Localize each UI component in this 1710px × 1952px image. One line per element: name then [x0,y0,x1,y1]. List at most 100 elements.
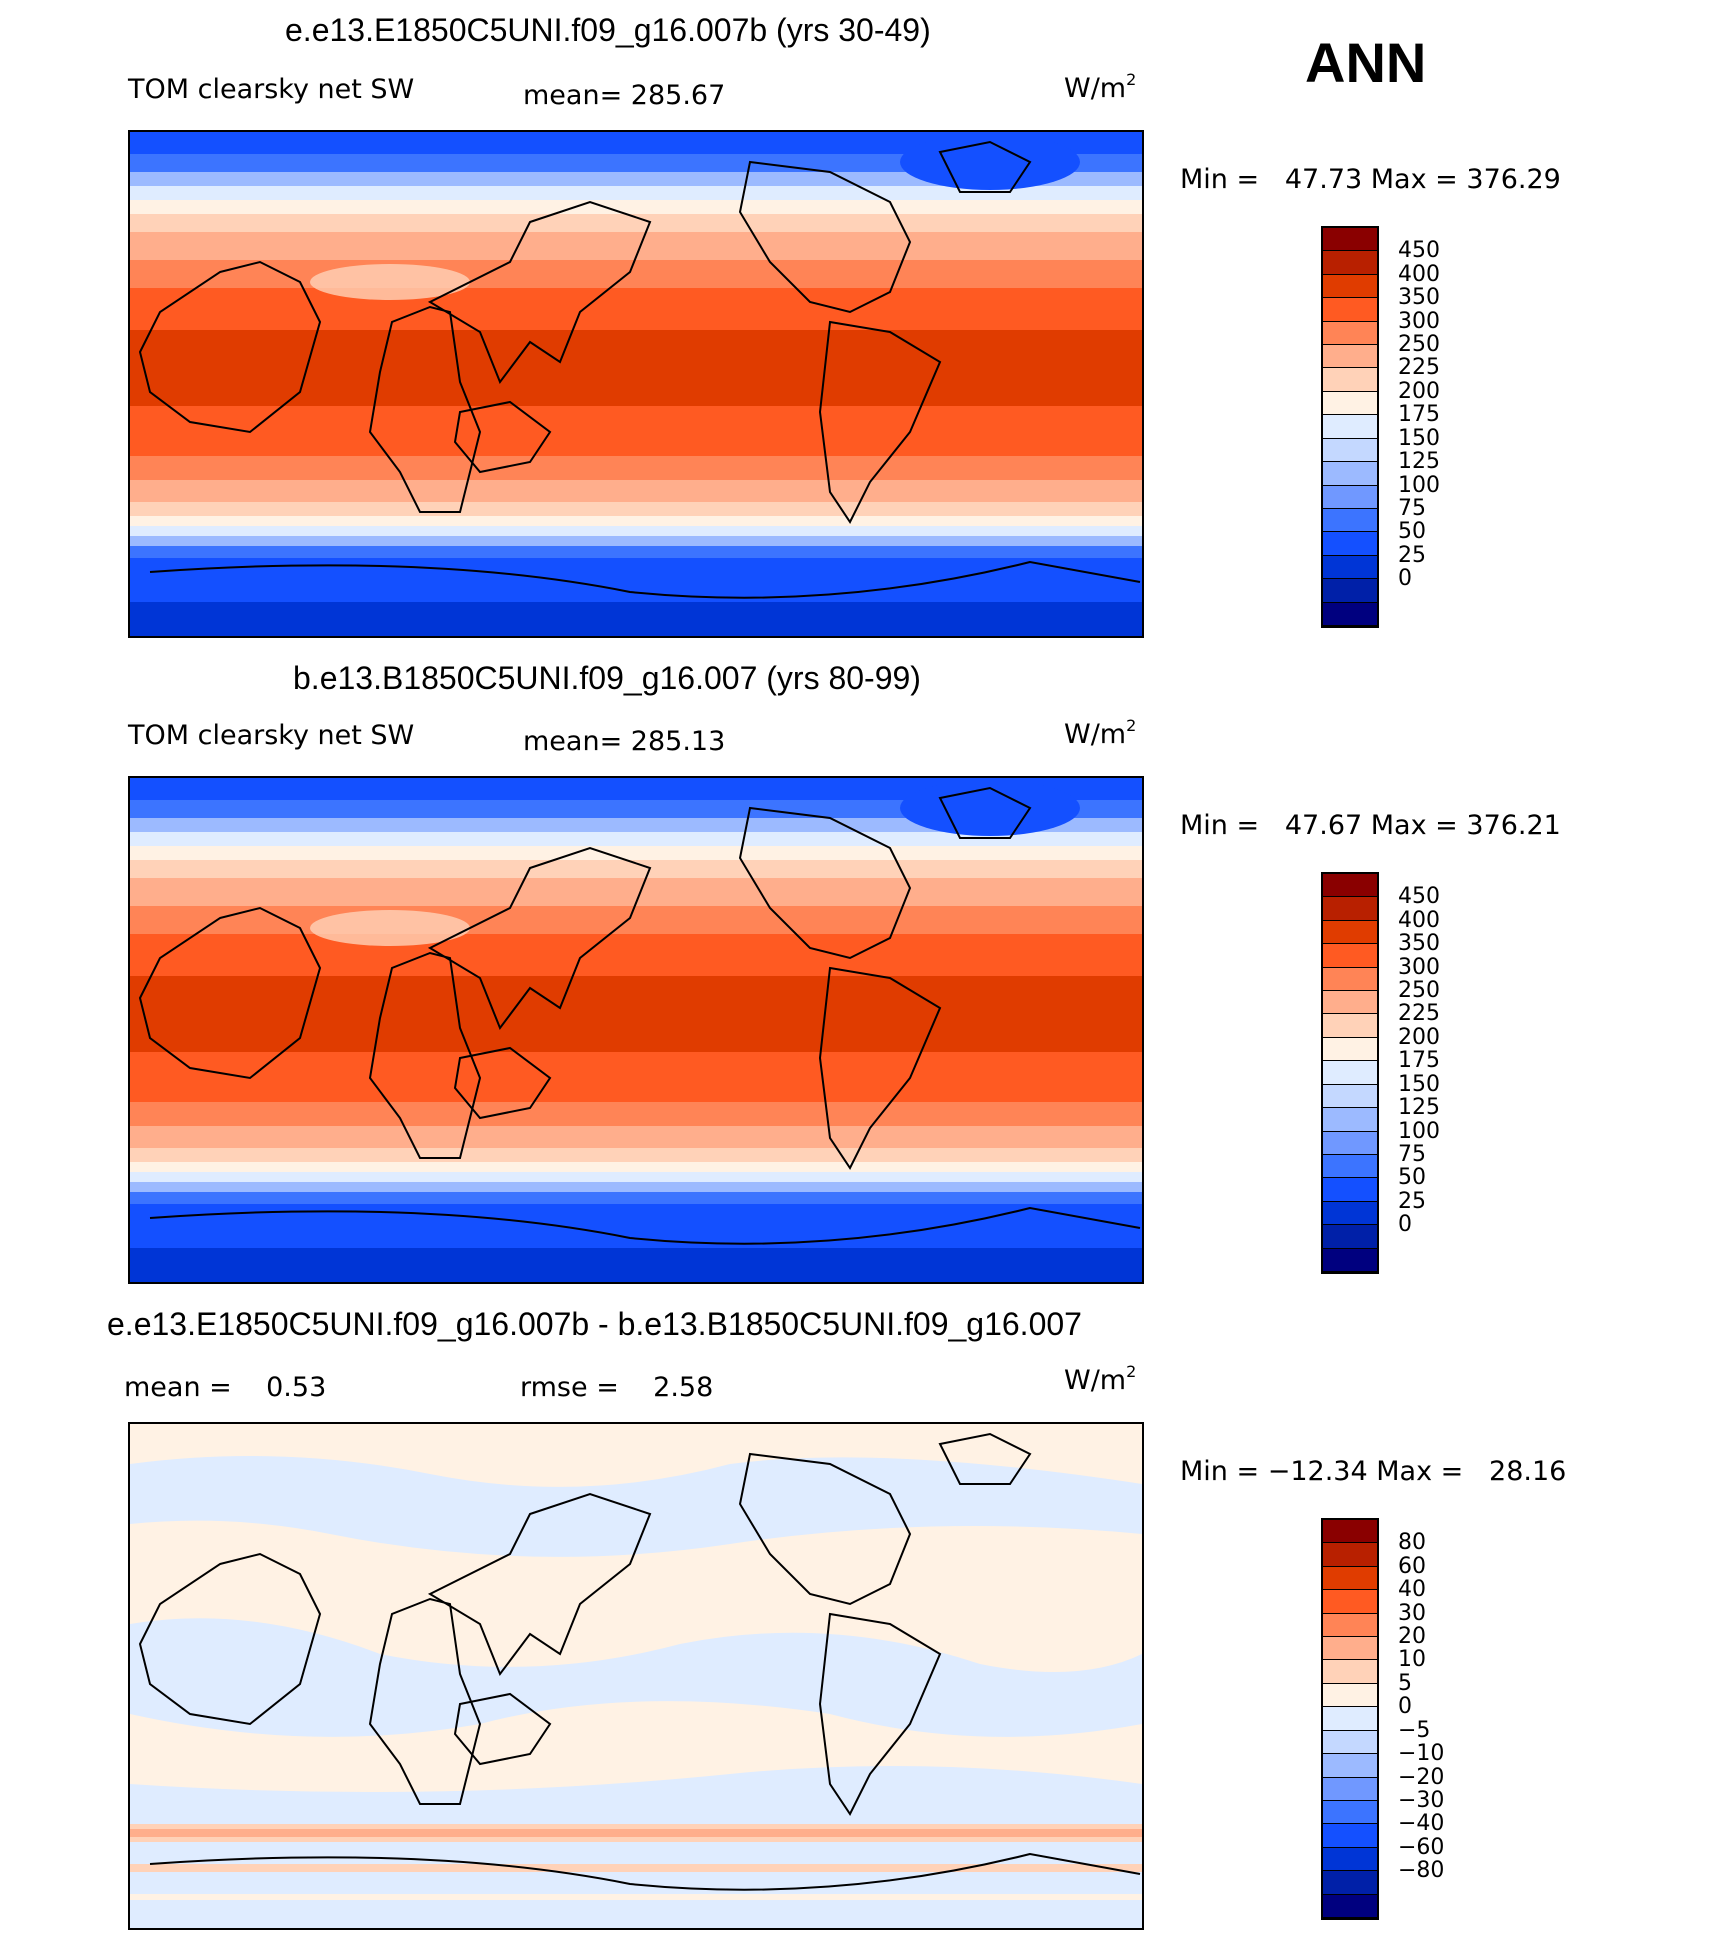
colorbar-tick-label: 100 [1398,472,1440,498]
colorbar-swatch [1323,462,1377,486]
panel-3-title: e.e13.E1850C5UNI.f09_g16.007b - b.e13.B1… [107,1306,1082,1342]
colorbar-tick-label: −20 [1398,1764,1445,1790]
colorbar-tick-label: −40 [1398,1811,1445,1837]
colorbar-tick-label: 150 [1398,425,1440,451]
colorbar-swatch [1323,251,1377,275]
colorbar-swatch [1323,1520,1377,1544]
colorbar-tick-label: 250 [1398,978,1440,1004]
colorbar-tick-label: −5 [1398,1717,1431,1743]
season-label: ANN [1305,31,1427,94]
colorbar-tick-label: 40 [1398,1577,1426,1603]
panel-2-map [128,776,1144,1284]
colorbar-tick-label: 25 [1398,1188,1426,1214]
colorbar-tick-label: 75 [1398,1141,1426,1167]
panel-3-mean-value: 0.53 [266,1372,327,1403]
colorbar-swatch [1323,1590,1377,1614]
colorbar-tick-label: 5 [1398,1670,1412,1696]
colorbar-tick-label: 25 [1398,542,1426,568]
colorbar-tick-label: 225 [1398,355,1440,381]
colorbar-tick-label: 350 [1398,285,1440,311]
colorbar-tick-label: 50 [1398,519,1426,545]
colorbar-tick-label: 450 [1398,884,1440,910]
colorbar-tick-label: 0 [1398,1212,1412,1238]
colorbar-tick-label: 0 [1398,1694,1412,1720]
colorbar-swatch [1323,1754,1377,1778]
panel-2-mean: mean= 285.13 [523,726,725,757]
panel-1-variable-label: TOM clearsky net SW [128,74,415,105]
panel-3-min-label: Min = [1180,1456,1260,1487]
colorbar-tick-label: 175 [1398,402,1440,428]
colorbar-swatch [1323,967,1377,992]
colorbar-tick-label: 250 [1398,332,1440,358]
panel-3-rmse: rmse = 2.58 [520,1372,713,1403]
panel-2-units: W/m2 [1064,716,1137,750]
panel-3-colorbar [1321,1518,1379,1920]
colorbar-swatch [1323,1824,1377,1848]
colorbar-tick-label: 30 [1398,1600,1426,1626]
colorbar-tick-label: 125 [1398,449,1440,475]
colorbar-swatch [1323,1660,1377,1684]
colorbar-tick-label: 50 [1398,1165,1426,1191]
colorbar-swatch [1323,298,1377,322]
panel-3-mean-label: mean = [124,1372,232,1403]
panel-3-units: W/m2 [1064,1362,1137,1396]
colorbar-tick-label: 60 [1398,1553,1426,1579]
panel-2-title: b.e13.B1850C5UNI.f09_g16.007 (yrs 80-99) [293,660,921,696]
colorbar-tick-label: 20 [1398,1624,1426,1650]
panel-2-min-value: 47.67 [1284,810,1363,841]
colorbar-swatch [1323,1014,1377,1038]
panel-1-colorbar [1321,226,1379,628]
colorbar-swatch [1323,944,1377,968]
panel-3-mean: mean = 0.53 [124,1372,326,1403]
colorbar-swatch [1323,1566,1377,1591]
colorbar-swatch [1323,438,1377,463]
colorbar-swatch [1323,415,1377,439]
panel-3-max-value: 28.16 [1489,1456,1567,1487]
colorbar-tick-label: −10 [1398,1741,1445,1767]
colorbar-swatch [1323,228,1377,252]
panel-2-minmax: Min = 47.67 Max = 376.21 [1180,810,1561,841]
colorbar-swatch [1323,1084,1377,1109]
colorbar-swatch [1323,1154,1377,1179]
colorbar-swatch [1323,1037,1377,1062]
colorbar-swatch [1323,1131,1377,1155]
colorbar-tick-label: −30 [1398,1787,1445,1813]
colorbar-swatch [1323,274,1377,299]
panel-3-field [130,1424,1142,1928]
colorbar-swatch [1323,1707,1377,1731]
colorbar-swatch [1323,1201,1377,1226]
panel-2-field [130,778,1142,1282]
colorbar-tick-label: 450 [1398,238,1440,264]
colorbar-swatch [1323,1543,1377,1567]
colorbar-tick-label: 175 [1398,1048,1440,1074]
colorbar-swatch [1323,1894,1377,1918]
colorbar-swatch [1323,897,1377,921]
colorbar-tick-label: −80 [1398,1858,1445,1884]
colorbar-tick-label: 80 [1398,1530,1426,1556]
colorbar-swatch [1323,508,1377,533]
colorbar-tick-label: 125 [1398,1095,1440,1121]
colorbar-tick-label: 10 [1398,1647,1426,1673]
colorbar-tick-label: 75 [1398,495,1426,521]
colorbar-swatch [1323,1248,1377,1272]
panel-1-min-value: 47.73 [1284,164,1363,195]
colorbar-tick-label: 100 [1398,1118,1440,1144]
panel-1-min-label: Min = [1180,164,1260,195]
panel-3-rmse-value: 2.58 [653,1372,714,1403]
colorbar-tick-label: 0 [1398,566,1412,592]
panel-2-colorbar [1321,872,1379,1274]
panel-1-field [130,132,1142,636]
colorbar-swatch [1323,1637,1377,1661]
panel-2-min-label: Min = [1180,810,1260,841]
panel-1-mean: mean= 285.67 [523,80,725,111]
colorbar-swatch [1323,1871,1377,1895]
colorbar-swatch [1323,1178,1377,1202]
colorbar-tick-label: 200 [1398,1024,1440,1050]
colorbar-swatch [1323,1730,1377,1755]
colorbar-swatch [1323,1061,1377,1085]
panel-3-min-value: −12.34 [1267,1456,1368,1487]
panel-2-variable-label: TOM clearsky net SW [128,720,415,751]
colorbar-swatch [1323,1683,1377,1708]
colorbar-tick-label: 400 [1398,261,1440,287]
panel-1-units: W/m2 [1064,70,1137,104]
